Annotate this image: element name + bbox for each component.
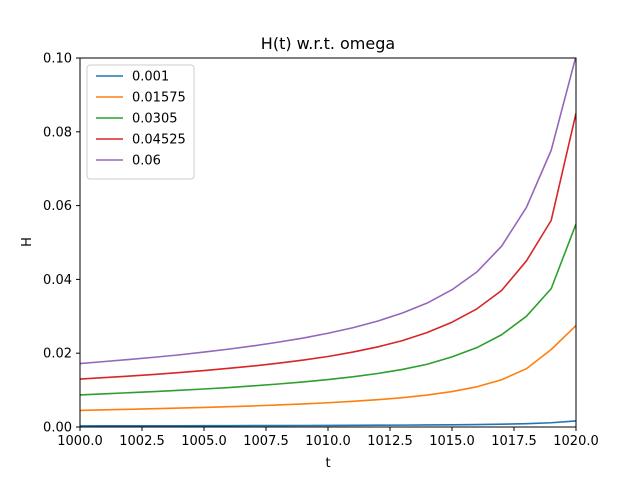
x-tick-label: 1015.0	[429, 434, 475, 449]
x-tick-label: 1020.0	[553, 434, 599, 449]
y-axis-ticks: 0.00 0.02 0.04 0.06 0.08 0.10	[43, 52, 80, 436]
chart-title: H(t) w.r.t. omega	[261, 34, 395, 53]
y-tick-label: 0.06	[43, 199, 72, 214]
y-tick-label: 0.00	[43, 421, 72, 436]
x-tick-label: 1002.5	[119, 434, 165, 449]
x-tick-label: 1017.5	[491, 434, 537, 449]
series-line-1	[80, 324, 576, 412]
x-axis-label: t	[325, 456, 330, 471]
series-line-0	[80, 420, 576, 427]
x-tick-label: 1012.5	[367, 434, 413, 449]
y-tick-label: 0.10	[43, 52, 72, 67]
x-tick-label: 1000.0	[57, 434, 103, 449]
series-layer	[80, 58, 576, 427]
y-tick-label: 0.02	[43, 347, 72, 362]
y-tick-label: 0.04	[43, 273, 72, 288]
legend-label-4: 0.06	[132, 154, 161, 169]
x-tick-label: 1007.5	[243, 434, 289, 449]
legend-box	[86, 64, 195, 180]
series-line-2	[80, 223, 576, 396]
y-tick-label: 0.08	[43, 125, 72, 140]
legend-label-2: 0.0305	[132, 112, 178, 127]
legend-label-1: 0.01575	[132, 91, 186, 106]
legend-label-0: 0.001	[132, 70, 169, 85]
series-line-3	[80, 113, 576, 380]
y-axis-label: H	[20, 237, 35, 247]
legend: 0.001 0.01575 0.0305 0.04525 0.06	[86, 64, 195, 180]
x-tick-label: 1005.0	[181, 434, 227, 449]
x-tick-label: 1010.0	[305, 434, 351, 449]
x-axis-ticks: 1000.0 1002.5 1005.0 1007.5 1010.0 1012.5 1015…	[57, 427, 599, 449]
series-line-4	[80, 58, 576, 365]
legend-label-3: 0.04525	[132, 133, 186, 148]
